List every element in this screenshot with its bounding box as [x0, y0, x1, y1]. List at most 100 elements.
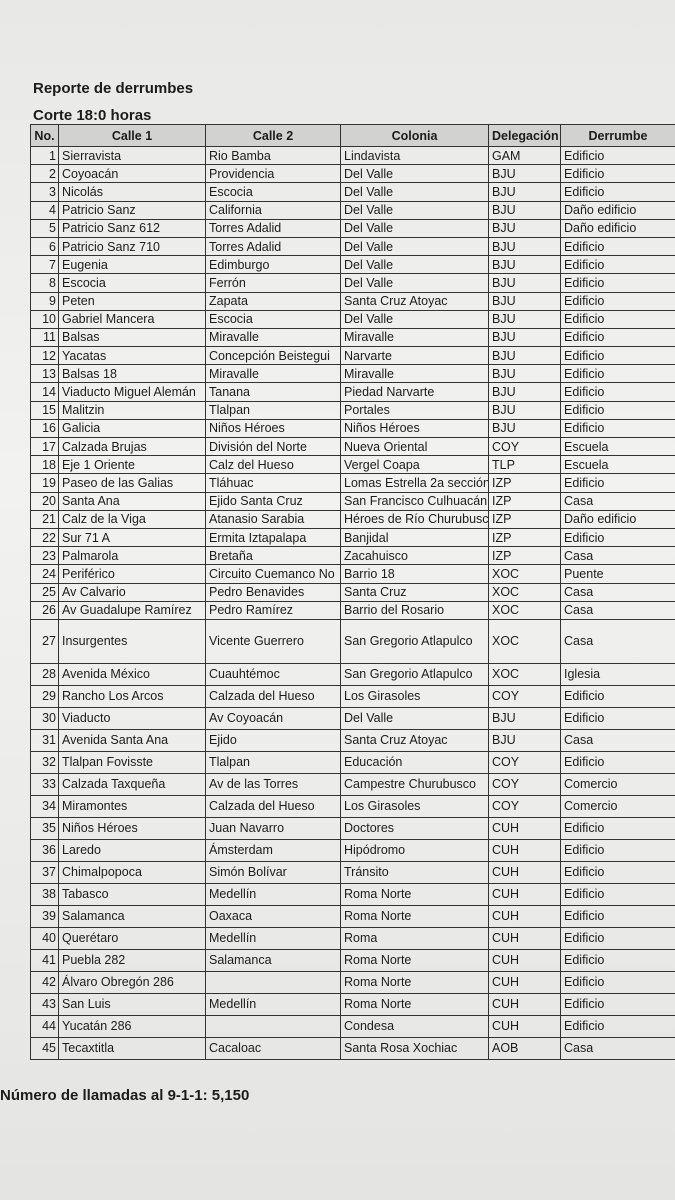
delegacion: BJU: [488, 164, 561, 184]
row-number: 3: [30, 182, 59, 202]
calle-2: Miravalle: [205, 327, 341, 348]
calle-2: Medellín: [205, 882, 341, 906]
calle-2: Tlalpan: [205, 750, 341, 774]
calle-2: Av Coyoacán: [205, 706, 341, 730]
calle-2: Oaxaca: [205, 904, 341, 928]
derrumbe: Edificio: [560, 418, 675, 439]
delegacion: BJU: [488, 309, 561, 329]
delegacion: BJU: [488, 236, 561, 257]
colonia: Doctores: [340, 816, 489, 840]
derrumbe: Iglesia: [560, 662, 675, 686]
calle-2: [205, 970, 341, 994]
delegacion: CUH: [488, 970, 561, 994]
colonia: Héroes de Río Churubusco: [340, 509, 489, 529]
colonia: Barrio del Rosario: [340, 600, 489, 620]
colonia: Los Girasoles: [340, 794, 489, 818]
row-number: 31: [30, 728, 59, 752]
colonia: Roma Norte: [340, 948, 489, 972]
calle-1: Palmarola: [58, 546, 206, 566]
colonia: Roma: [340, 926, 489, 950]
table-row: 13 Balsas 18 Miravalle Miravalle BJU Edificio: [30, 364, 675, 384]
delegacion: CUH: [488, 904, 561, 928]
calle-2: Calz del Hueso: [205, 455, 341, 475]
column-header: Delegación: [488, 124, 561, 147]
calle-1: Eugenia: [58, 255, 206, 275]
calle-1: Sierravista: [58, 145, 206, 166]
header-row: No. Calle 1 Calle 2 Colonia Delegación Derrum…: [30, 124, 675, 147]
row-number: 15: [30, 400, 59, 420]
delegacion: CUH: [488, 816, 561, 840]
delegacion: COY: [488, 684, 561, 708]
title: Reporte de derrumbes: [33, 80, 194, 97]
calle-2: Zapata: [205, 291, 341, 311]
row-number: 29: [30, 684, 59, 708]
table-row: 15 Malitzin Tlalpan Portales BJU Edificio: [30, 400, 675, 420]
table-body: 1 Sierravista Rio Bamba Lindavista GAM Edific…: [30, 145, 675, 1060]
report-table: No. Calle 1 Calle 2 Colonia Delegación Derrum…: [30, 124, 675, 1060]
colonia: Del Valle: [340, 309, 489, 329]
row-number: 21: [30, 509, 59, 529]
delegacion: BJU: [488, 400, 561, 420]
calle-2: Calzada del Hueso: [205, 794, 341, 818]
calle-1: Calzada Brujas: [58, 436, 206, 457]
row-number: 17: [30, 436, 59, 457]
calle-1: Gabriel Mancera: [58, 309, 206, 329]
calle-2: Calzada del Hueso: [205, 684, 341, 708]
calle-2: Ámsterdam: [205, 838, 341, 862]
row-number: 40: [30, 926, 59, 950]
table-row: 28 Avenida México Cuauhtémoc San Gregorio A…: [30, 662, 675, 686]
table-row: 14 Viaducto Miguel Alemán Tanana Piedad Nar…: [30, 382, 675, 402]
colonia: Roma Norte: [340, 882, 489, 906]
delegacion: CUH: [488, 1014, 561, 1038]
calle-1: Viaducto Miguel Alemán: [58, 382, 206, 402]
calle-1: Peten: [58, 291, 206, 311]
derrumbe: Casa: [560, 546, 675, 566]
column-header: No.: [30, 124, 59, 147]
table-row: 19 Paseo de las Galias Tláhuac Lomas Estrel…: [30, 473, 675, 493]
delegacion: CUH: [488, 838, 561, 862]
table-row: 37 Chimalpopoca Simón Bolívar Tránsito CUH Ed…: [30, 860, 675, 884]
calle-2: Ejido: [205, 728, 341, 752]
derrumbe: Edificio: [560, 970, 675, 994]
row-number: 41: [30, 948, 59, 972]
delegacion: IZP: [488, 509, 561, 529]
colonia: Condesa: [340, 1014, 489, 1038]
colonia: Miravalle: [340, 327, 489, 348]
calle-1: Salamanca: [58, 904, 206, 928]
colonia: San Gregorio Atlapulco: [340, 662, 489, 686]
delegacion: GAM: [488, 145, 561, 166]
table-row: 45 Tecaxtitla Cacaloac Santa Rosa Xochiac AO…: [30, 1036, 675, 1060]
calle-2: División del Norte: [205, 436, 341, 457]
calle-2: [205, 1014, 341, 1038]
derrumbe: Edificio: [560, 327, 675, 348]
derrumbe: Edificio: [560, 816, 675, 840]
derrumbe: Casa: [560, 728, 675, 752]
delegacion: CUH: [488, 992, 561, 1016]
row-number: 22: [30, 527, 59, 548]
delegacion: BJU: [488, 418, 561, 439]
delegacion: BJU: [488, 728, 561, 752]
colonia: Miravalle: [340, 364, 489, 384]
colonia: Santa Rosa Xochiac: [340, 1036, 489, 1060]
delegacion: COY: [488, 772, 561, 796]
derrumbe: Edificio: [560, 382, 675, 402]
derrumbe: Casa: [560, 491, 675, 511]
row-number: 12: [30, 346, 59, 366]
calle-2: Atanasio Sarabia: [205, 509, 341, 529]
table-row: 2 Coyoacán Providencia Del Valle BJU Edificio: [30, 164, 675, 184]
calle-2: Miravalle: [205, 364, 341, 384]
row-number: 37: [30, 860, 59, 884]
row-number: 26: [30, 600, 59, 620]
calle-2: Cuauhtémoc: [205, 662, 341, 686]
derrumbe: Puente: [560, 564, 675, 584]
row-number: 23: [30, 546, 59, 566]
table-row: 6 Patricio Sanz 710 Torres Adalid Del Valle…: [30, 236, 675, 257]
table-row: 41 Puebla 282 Salamanca Roma Norte CUH Edific…: [30, 948, 675, 972]
colonia: Santa Cruz Atoyac: [340, 291, 489, 311]
calle-1: Álvaro Obregón 286: [58, 970, 206, 994]
delegacion: BJU: [488, 346, 561, 366]
calle-1: Eje 1 Oriente: [58, 455, 206, 475]
calle-1: Avenida México: [58, 662, 206, 686]
table-row: 31 Avenida Santa Ana Ejido Santa Cruz Atoya…: [30, 728, 675, 752]
